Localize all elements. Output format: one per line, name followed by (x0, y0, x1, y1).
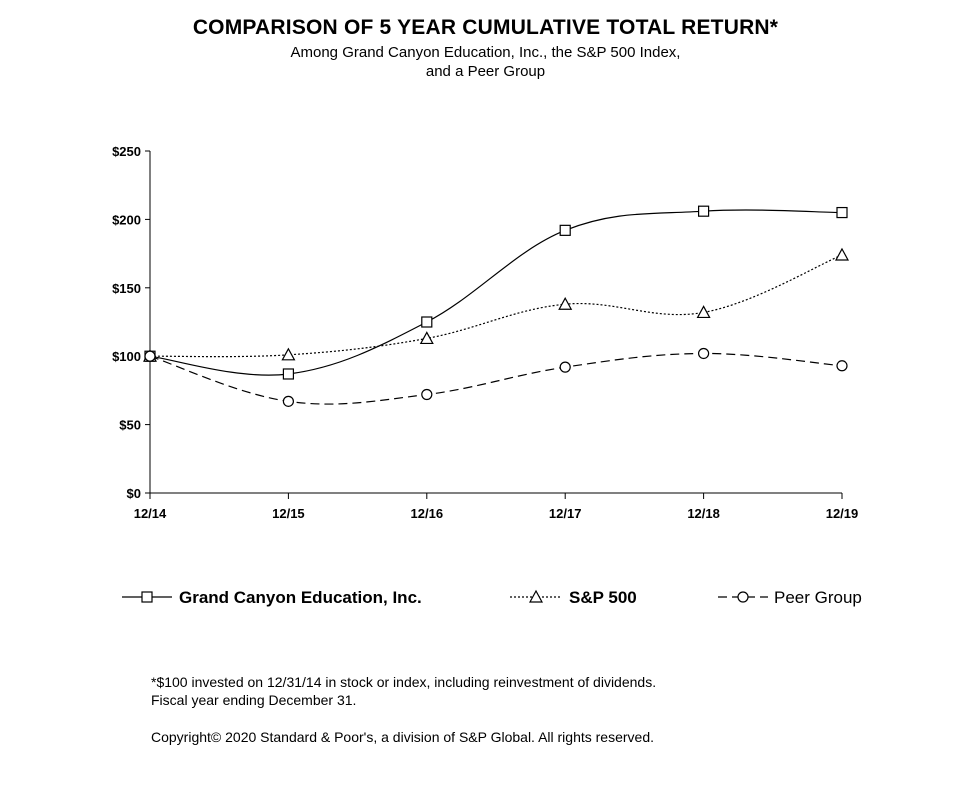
series-markers (142, 205, 850, 407)
chart-legend: Grand Canyon Education, Inc. S&P 500 Peer … (122, 588, 862, 607)
legend-marker-peer-group (737, 591, 749, 603)
data-point-grand-canyon-education-inc (421, 316, 433, 328)
data-point-peer-group (697, 347, 710, 360)
x-tick-label: 12/14 (134, 506, 167, 521)
y-tick-label: $100 (112, 349, 141, 364)
y-tick-label: $200 (112, 212, 141, 227)
legend-marker-s-p-500 (528, 589, 544, 603)
y-tick-label: $150 (112, 281, 141, 296)
legend-label-grand-canyon-education-inc: Grand Canyon Education, Inc. (179, 588, 422, 607)
chart-axes: $0 $50 $100 $150 $200 $250 12/14 12/15 12/16 12/1… (112, 144, 858, 521)
x-tick-label: 12/19 (826, 506, 859, 521)
data-point-s-p-500 (834, 247, 850, 261)
y-tick-label: $50 (119, 418, 141, 433)
footnote-investment: *$100 invested on 12/31/14 in stock or i… (151, 674, 657, 690)
data-point-grand-canyon-education-inc (559, 224, 571, 236)
data-point-grand-canyon-education-inc (836, 206, 848, 219)
footnote-fiscal-year: Fiscal year ending December 31. (151, 692, 357, 708)
series-line-grand-canyon-education-inc (149, 209, 843, 376)
chart-subtitle-line1: Among Grand Canyon Education, Inc., the … (290, 44, 681, 61)
y-tick-label: $250 (112, 144, 141, 159)
y-tick-label: $0 (127, 486, 141, 501)
series-line-peer-group (149, 352, 843, 405)
series-line-s-p-500 (149, 254, 843, 358)
data-point-grand-canyon-education-inc (697, 205, 710, 217)
data-point-peer-group (144, 350, 156, 362)
legend-marker-grand-canyon-education-inc (141, 591, 153, 603)
data-point-s-p-500 (558, 296, 573, 310)
data-point-s-p-500 (419, 331, 434, 345)
data-point-peer-group (836, 360, 848, 372)
legend-label-peer-group: Peer Group (774, 588, 862, 607)
data-point-peer-group (282, 395, 294, 407)
chart-subtitle-line2: and a Peer Group (425, 63, 546, 80)
data-point-s-p-500 (281, 347, 296, 361)
x-tick-label: 12/18 (687, 506, 720, 521)
x-tick-label: 12/16 (411, 506, 444, 521)
x-tick-label: 12/15 (272, 506, 305, 521)
data-point-peer-group (421, 388, 433, 401)
data-point-s-p-500 (696, 305, 711, 319)
x-tick-label: 12/17 (549, 506, 582, 521)
chart-title: COMPARISON OF 5 YEAR CUMULATIVE TOTAL RE… (192, 16, 779, 39)
copyright-notice: Copyright© 2020 Standard & Poor's, a div… (151, 729, 654, 745)
legend-label-s-p-500: S&P 500 (569, 588, 637, 607)
data-point-grand-canyon-education-inc (282, 368, 294, 380)
series-lines (149, 209, 843, 405)
data-point-peer-group (559, 361, 571, 373)
